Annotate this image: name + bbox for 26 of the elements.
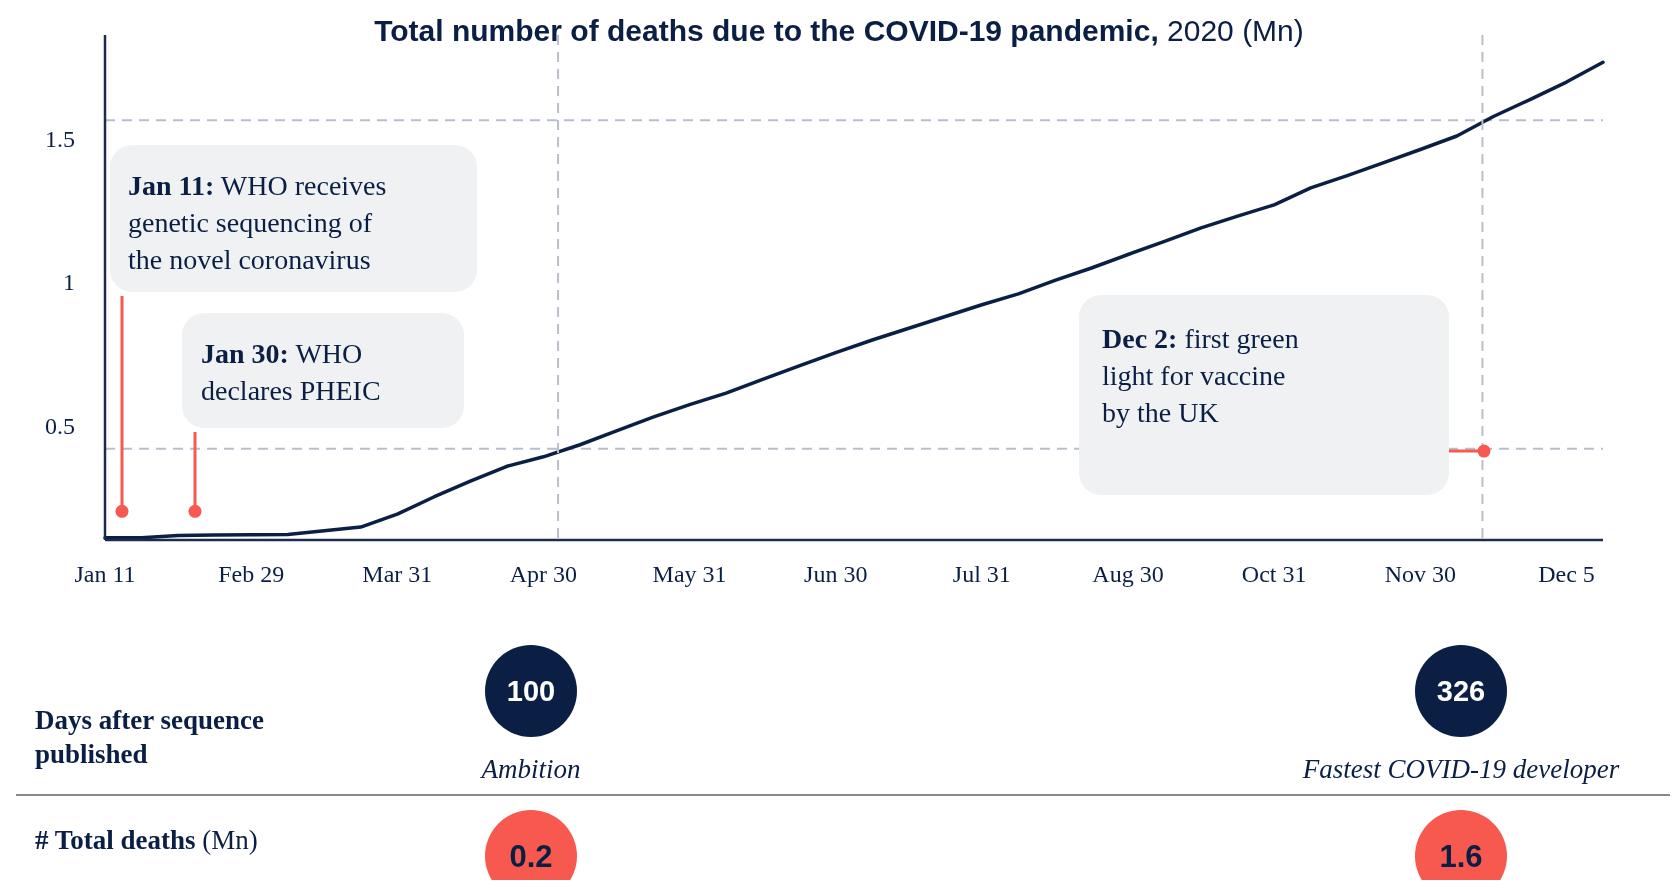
x-tick-label: Jul 31 xyxy=(952,561,1011,587)
text: 0.2 xyxy=(509,838,553,874)
text: 1.6 xyxy=(1439,838,1483,874)
text: 326 xyxy=(1436,675,1486,708)
x-tick-label: Nov 30 xyxy=(1384,561,1456,587)
x-tick-label: Jan 11 xyxy=(74,561,136,587)
x-tick-label: Aug 30 xyxy=(1092,561,1164,587)
x-tick-label: Jun 30 xyxy=(804,561,868,587)
chart-title: Total number of deaths due to the COVID-19 pandemic, 2020 (Mn) xyxy=(374,14,1304,47)
text: Fastest COVID-19 developer xyxy=(1301,754,1620,784)
annotation: Dec 2: first green light for vaccine by the UK xyxy=(1102,323,1299,428)
text: # Total deaths (Mn) xyxy=(35,825,258,855)
y-tick-label: 1.5 xyxy=(45,125,75,152)
y-tick-label: 1 xyxy=(63,269,75,296)
x-tick-label: May 31 xyxy=(652,561,727,587)
y-tick-label: 0.5 xyxy=(45,412,75,439)
x-tick-label: Apr 30 xyxy=(509,561,578,587)
x-tick-label: Oct 31 xyxy=(1241,561,1307,587)
x-tick-label: Mar 31 xyxy=(362,561,433,587)
x-tick-label: Dec 5 xyxy=(1538,561,1595,587)
text: Days after sequence published xyxy=(35,705,264,769)
annotation: Jan 11: WHO receives genetic sequencing of the novel coronavirus xyxy=(128,170,387,275)
x-tick-label: Feb 29 xyxy=(218,561,285,587)
text: Ambition xyxy=(479,754,581,784)
text: 100 xyxy=(506,675,556,708)
annotation: Jan 30: WHO declares PHEIC xyxy=(201,338,381,406)
